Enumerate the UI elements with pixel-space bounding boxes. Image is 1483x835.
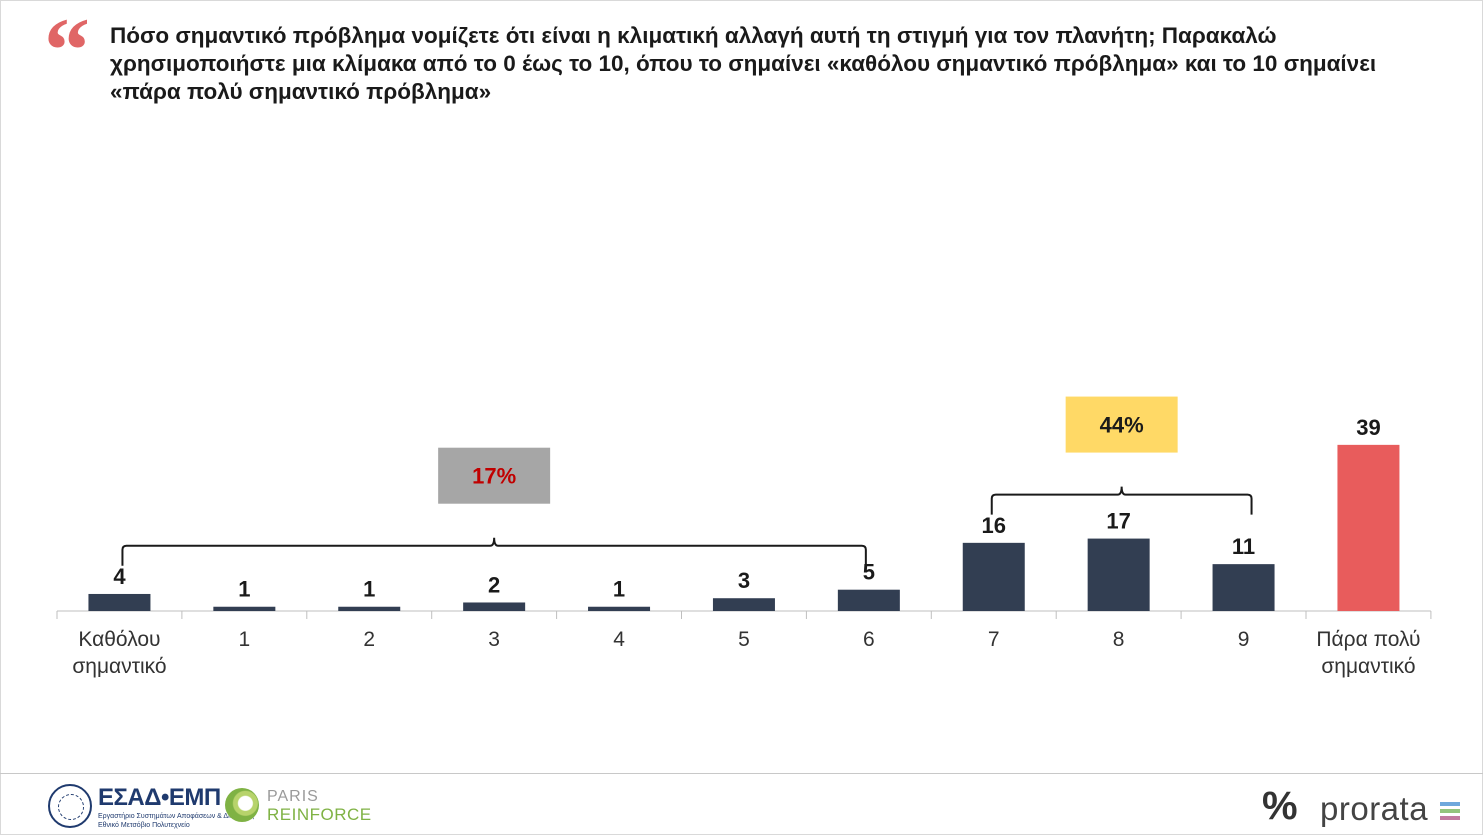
data-label: 39 xyxy=(1356,415,1380,440)
bar xyxy=(588,606,651,611)
group-bracket xyxy=(990,486,1253,515)
group-total-label: 44% xyxy=(1100,413,1144,438)
esad-emp-name: ΕΣΑΔ•ΕΜΠ xyxy=(98,784,221,811)
x-tick-label: 7 xyxy=(988,628,1000,651)
x-tick-label: 1 xyxy=(239,628,251,651)
x-tick-label-line: 1 xyxy=(239,628,251,651)
x-tick-label-line: 6 xyxy=(863,628,875,651)
data-label: 2 xyxy=(488,572,500,597)
bar xyxy=(1087,538,1150,611)
x-tick-label: 6 xyxy=(863,628,875,651)
footer-divider xyxy=(0,773,1483,774)
data-label: 16 xyxy=(982,513,1006,538)
university-seal-icon xyxy=(48,784,92,828)
prorata-stripe xyxy=(1440,802,1460,806)
bar xyxy=(962,542,1025,611)
bar xyxy=(213,606,276,611)
data-label: 3 xyxy=(738,568,750,593)
x-tick-label-line: Πάρα πολύ xyxy=(1316,628,1420,651)
bar xyxy=(338,606,401,611)
esad-emp-subtitle-1: Εργαστήριο Συστημάτων Αποφάσεων & Διοίκη… xyxy=(98,813,255,820)
x-tick-label-line: σημαντικό xyxy=(1321,655,1415,678)
paris-reinforce-line-2: REINFORCE xyxy=(267,805,372,824)
data-label: 1 xyxy=(363,577,375,602)
group-total-box xyxy=(1065,396,1178,453)
x-tick-label-line: 3 xyxy=(488,628,500,651)
data-label: 1 xyxy=(238,577,250,602)
bar xyxy=(712,598,775,611)
x-tick-label: Πάρα πολύ σημαντικό xyxy=(1316,628,1420,678)
bar xyxy=(1337,444,1400,611)
x-tick-label: 5 xyxy=(738,628,750,651)
x-tick-label-line: 7 xyxy=(988,628,1000,651)
group-bracket xyxy=(121,537,867,566)
x-tick-label-line: Καθόλου xyxy=(78,628,160,651)
bar xyxy=(1212,564,1275,611)
group-total-label: 17% xyxy=(472,464,516,489)
chart-title: Πόσο σημαντικό πρόβλημα νομίζετε ότι είν… xyxy=(110,23,1377,104)
prorata-wordmark: prorata xyxy=(1320,790,1429,827)
x-tick-label: 9 xyxy=(1238,628,1250,651)
paris-reinforce-ring-icon xyxy=(225,788,259,822)
x-tick-label: 2 xyxy=(363,628,375,651)
data-label: 1 xyxy=(613,577,625,602)
esad-emp-logo: ΕΣΑΔ•ΕΜΠ Εργαστήριο Συστημάτων Αποφάσεων… xyxy=(48,782,254,832)
prorata-stripe xyxy=(1440,816,1460,820)
prorata-logo: % prorata xyxy=(1262,784,1472,832)
prorata-percent-icon: % xyxy=(1262,784,1298,828)
paris-reinforce-logo: PARIS REINFORCE xyxy=(225,786,385,830)
paris-reinforce-line-1: PARIS xyxy=(267,788,319,805)
group-total-box xyxy=(438,447,551,504)
x-tick-label-line: 9 xyxy=(1238,628,1250,651)
x-tick-label-line: 5 xyxy=(738,628,750,651)
x-tick-label: 3 xyxy=(488,628,500,651)
x-tick-label-line: σημαντικό xyxy=(72,655,166,678)
prorata-stripes-icon xyxy=(1440,802,1460,824)
x-tick-label: 8 xyxy=(1113,628,1125,651)
prorata-stripe xyxy=(1440,809,1460,813)
data-label: 11 xyxy=(1232,534,1255,559)
bar xyxy=(837,589,900,611)
x-tick-label-line: 2 xyxy=(363,628,375,651)
data-label: 5 xyxy=(863,560,875,585)
esad-emp-subtitle-2: Εθνικό Μετσόβιο Πολυτεχνείο xyxy=(98,822,190,829)
x-tick-label: Καθόλου σημαντικό xyxy=(72,628,166,678)
x-tick-label-line: 8 xyxy=(1113,628,1125,651)
x-tick-label: 4 xyxy=(613,628,625,651)
bar xyxy=(88,593,151,611)
bar xyxy=(463,602,526,611)
x-tick-label-line: 4 xyxy=(613,628,625,651)
data-label: 17 xyxy=(1106,509,1130,534)
data-label: 4 xyxy=(113,564,126,589)
quote-mark-icon: “ xyxy=(44,0,90,101)
